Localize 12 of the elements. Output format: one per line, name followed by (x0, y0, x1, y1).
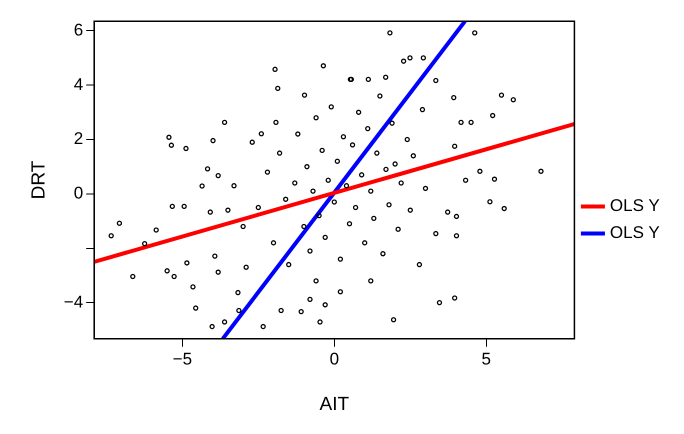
x-tick-label: 5 (482, 350, 492, 369)
y-tick-label: 0 (74, 184, 84, 203)
x-tick-label: 0 (330, 350, 340, 369)
legend-label: OLS Y (610, 196, 660, 216)
y-axis-title: DRT (28, 160, 50, 200)
y-tick-label: 2 (74, 129, 84, 148)
y-tick-label: −4 (64, 292, 84, 312)
y-tick-label: 6 (74, 20, 84, 40)
y-tick-label: 4 (74, 74, 84, 94)
x-axis-title: AIT (320, 394, 350, 415)
x-tick-label: −5 (172, 350, 192, 369)
legend-label: OLS Y (610, 223, 660, 242)
